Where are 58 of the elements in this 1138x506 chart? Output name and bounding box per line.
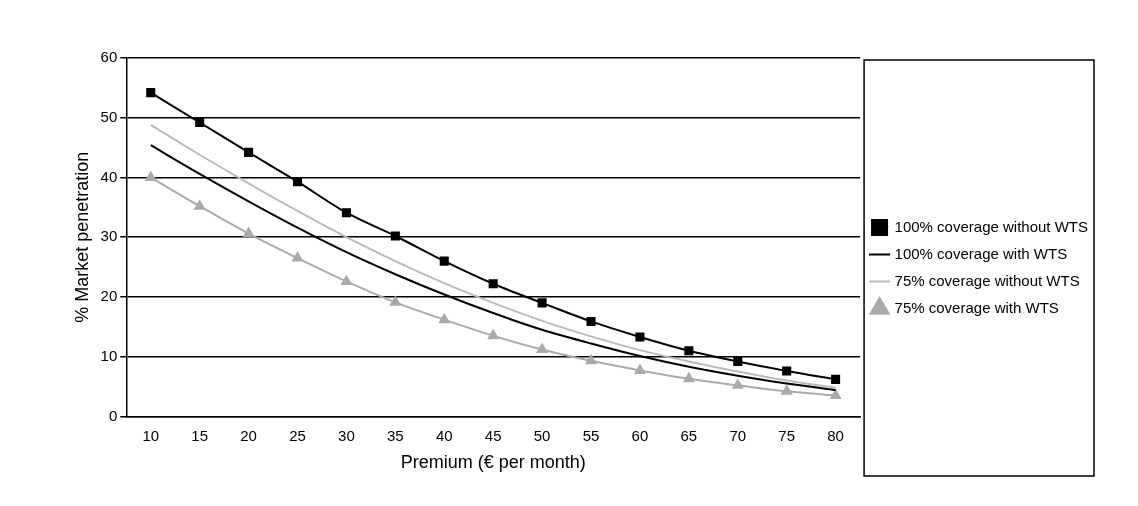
point bbox=[487, 329, 499, 340]
x-tick-label: 25 bbox=[289, 426, 306, 444]
point bbox=[438, 313, 450, 324]
point bbox=[586, 316, 596, 326]
point bbox=[195, 117, 205, 128]
x-tick-label: 60 bbox=[631, 426, 649, 444]
y-tick-label: 60 bbox=[100, 48, 118, 66]
point bbox=[146, 88, 156, 98]
legend-label: 100% coverage without WTS bbox=[894, 217, 1089, 235]
y-axis-title: % Market penetration bbox=[71, 151, 92, 323]
y-tick-label: 30 bbox=[100, 227, 118, 245]
x-tick-label: 70 bbox=[729, 426, 747, 444]
point bbox=[537, 298, 547, 308]
point bbox=[781, 385, 793, 395]
point bbox=[244, 147, 254, 157]
x-axis-title: Premium (€ per month) bbox=[400, 452, 586, 473]
point bbox=[635, 332, 645, 342]
x-tick-label: 45 bbox=[484, 426, 502, 444]
point bbox=[145, 171, 157, 181]
point bbox=[831, 374, 841, 384]
point bbox=[390, 296, 401, 306]
point bbox=[341, 208, 351, 218]
y-tick-label: 20 bbox=[100, 287, 118, 305]
point bbox=[585, 354, 597, 365]
x-tick-label: 40 bbox=[435, 426, 453, 444]
x-tick-label: 55 bbox=[582, 426, 600, 444]
x-tick-label: 50 bbox=[533, 426, 551, 444]
x-tick-label: 10 bbox=[142, 426, 160, 444]
x-tick-label: 65 bbox=[680, 426, 698, 444]
point bbox=[292, 177, 303, 187]
point bbox=[684, 346, 694, 356]
y-tick-label: 0 bbox=[108, 406, 118, 424]
x-tick-label: 80 bbox=[827, 426, 844, 444]
point bbox=[830, 389, 841, 399]
y-tick-label: 40 bbox=[100, 167, 118, 185]
legend-label: 75% coverage without WTS bbox=[894, 271, 1080, 289]
point bbox=[683, 372, 695, 383]
point bbox=[488, 279, 498, 289]
point bbox=[292, 252, 303, 262]
point bbox=[536, 343, 548, 353]
x-tick-label: 35 bbox=[387, 426, 404, 444]
legend-label: 75% coverage with WTS bbox=[894, 298, 1059, 316]
point bbox=[194, 200, 205, 210]
y-tick-label: 50 bbox=[100, 107, 118, 125]
y-tick-label: 10 bbox=[100, 346, 118, 364]
point bbox=[341, 275, 352, 285]
point bbox=[782, 366, 792, 376]
legend-label: 100% coverage with WTS bbox=[894, 244, 1068, 262]
point bbox=[390, 231, 400, 241]
x-tick-label: 30 bbox=[338, 426, 355, 444]
x-tick-label: 15 bbox=[191, 426, 209, 444]
point bbox=[439, 256, 449, 266]
point bbox=[243, 227, 254, 238]
point bbox=[634, 364, 646, 374]
point bbox=[733, 356, 743, 366]
x-tick-label: 75 bbox=[778, 426, 796, 444]
point bbox=[732, 379, 744, 389]
x-tick-label: 20 bbox=[240, 426, 257, 444]
